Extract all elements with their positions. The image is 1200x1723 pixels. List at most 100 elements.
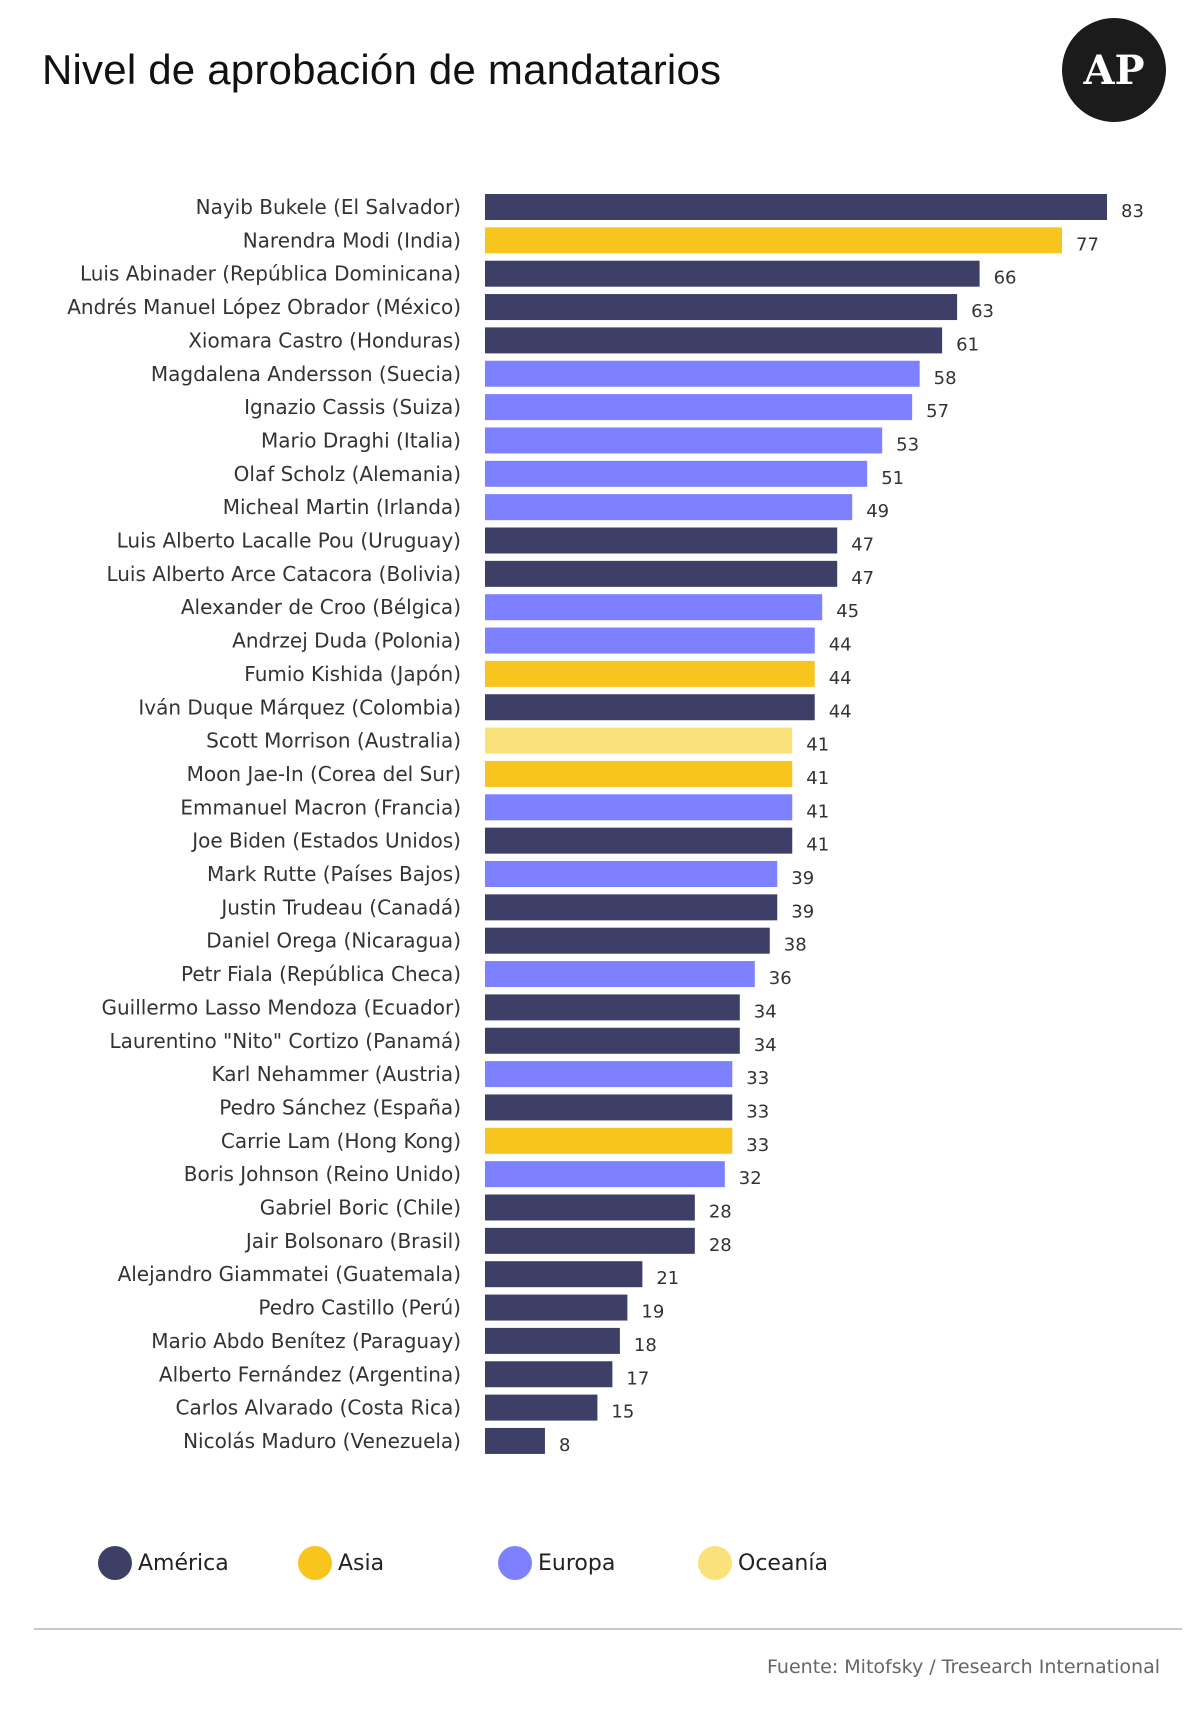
ap-logo: AP [1062, 18, 1166, 122]
value-label: 49 [866, 501, 889, 522]
value-label: 47 [851, 535, 874, 556]
value-label: 47 [851, 568, 874, 589]
category-label: Jair Bolsonaro (Brasil) [244, 1229, 461, 1253]
category-label: Nayib Bukele (El Salvador) [196, 195, 461, 219]
legend-item-asia: Asia [298, 1546, 384, 1580]
category-label: Luis Abinader (República Dominicana) [80, 262, 461, 286]
bar [485, 1327, 620, 1354]
category-label: Emmanuel Macron (Francia) [180, 795, 461, 819]
value-label: 39 [791, 901, 814, 922]
value-label: 41 [806, 835, 829, 856]
category-label: Xiomara Castro (Honduras) [188, 328, 461, 352]
bar [485, 327, 943, 354]
category-label: Andrzej Duda (Polonia) [232, 629, 461, 653]
value-label: 33 [746, 1135, 769, 1156]
category-label: Iván Duque Márquez (Colombia) [138, 695, 461, 719]
bar [485, 1194, 695, 1221]
value-label: 58 [934, 368, 957, 389]
legend-label-europa: Europa [538, 1550, 616, 1576]
bar [485, 727, 793, 754]
bar [485, 294, 958, 321]
footer-divider [34, 1628, 1182, 1630]
bar [485, 260, 980, 287]
value-label: 32 [739, 1168, 762, 1189]
legend-label-america: América [138, 1550, 229, 1576]
category-label: Olaf Scholz (Alemania) [234, 462, 461, 486]
value-label: 36 [769, 968, 792, 989]
category-label: Mario Abdo Benítez (Paraguay) [151, 1329, 461, 1353]
bar [485, 1027, 740, 1054]
category-label: Ignazio Cassis (Suiza) [244, 395, 461, 419]
bar [485, 594, 823, 621]
category-label: Micheal Martin (Irlanda) [223, 495, 461, 519]
legend-label-oceania: Oceanía [738, 1550, 828, 1576]
category-label: Fumio Kishida (Japón) [244, 662, 461, 686]
value-label: 44 [829, 635, 852, 656]
bar [485, 427, 883, 454]
bar [485, 527, 838, 554]
bar [485, 1227, 695, 1254]
bar [485, 1161, 725, 1188]
category-label: Justin Trudeau (Canadá) [219, 895, 461, 919]
source-note: Fuente: Mitofsky / Tresearch Internation… [767, 1656, 1160, 1678]
value-label: 18 [634, 1335, 657, 1356]
category-label: Narendra Modi (India) [243, 228, 461, 252]
category-label: Luis Alberto Arce Catacora (Bolivia) [106, 562, 461, 586]
value-label: 38 [784, 935, 807, 956]
value-label: 45 [836, 601, 859, 622]
legend-swatch-asia [298, 1546, 332, 1580]
value-label: 33 [746, 1101, 769, 1122]
value-label: 41 [806, 768, 829, 789]
bar [485, 694, 815, 721]
legend-item-europa: Europa [498, 1546, 615, 1580]
category-label: Pedro Castillo (Perú) [258, 1296, 461, 1320]
category-label: Luis Alberto Lacalle Pou (Uruguay) [117, 529, 461, 553]
value-label: 51 [881, 468, 904, 489]
bar [485, 1361, 613, 1388]
value-label: 19 [641, 1302, 664, 1323]
value-label: 8 [559, 1435, 570, 1456]
value-label: 41 [806, 801, 829, 822]
category-label: Joe Biden (Estados Unidos) [190, 829, 461, 853]
legend-label-asia: Asia [338, 1550, 385, 1576]
bar [485, 1294, 628, 1321]
category-label: Mario Draghi (Italia) [261, 428, 461, 452]
bar [485, 194, 1107, 220]
bar [485, 627, 815, 654]
value-label: 17 [626, 1368, 649, 1389]
legend-swatch-europa [498, 1546, 532, 1580]
bar [485, 961, 755, 988]
category-label: Karl Nehammer (Austria) [212, 1062, 461, 1086]
bar [485, 794, 793, 821]
bar [485, 894, 778, 921]
category-label: Mark Rutte (Países Bajos) [207, 862, 461, 886]
bar-chart: Nayib Bukele (El Salvador) 83 Narendra Mod… [67, 194, 1144, 1456]
category-label: Pedro Sánchez (España) [219, 1095, 461, 1119]
bar [485, 760, 793, 787]
bar [485, 927, 770, 954]
bar [485, 1094, 733, 1121]
category-label: Magdalena Andersson (Suecia) [151, 362, 461, 386]
category-label: Moon Jae-In (Corea del Sur) [187, 762, 461, 786]
value-label: 63 [971, 301, 994, 322]
value-label: 33 [746, 1068, 769, 1089]
value-label: 41 [806, 735, 829, 756]
category-label: Andrés Manuel López Obrador (México) [67, 295, 461, 319]
ap-logo-text: AP [1083, 46, 1145, 94]
category-label: Scott Morrison (Australia) [206, 729, 461, 753]
bar [485, 394, 913, 421]
value-label: 83 [1121, 201, 1144, 222]
category-label: Nicolás Maduro (Venezuela) [183, 1429, 461, 1453]
value-label: 44 [829, 701, 852, 722]
legend-swatch-america [98, 1546, 132, 1580]
category-label: Alexander de Croo (Bélgica) [181, 595, 461, 619]
value-label: 66 [994, 268, 1017, 289]
category-label: Alejandro Giammatei (Guatemala) [118, 1262, 461, 1286]
bar [485, 861, 778, 887]
value-label: 28 [709, 1202, 732, 1223]
value-label: 28 [709, 1235, 732, 1256]
bar [485, 460, 868, 487]
value-label: 39 [791, 868, 814, 889]
bar [485, 994, 740, 1021]
value-label: 44 [829, 668, 852, 689]
